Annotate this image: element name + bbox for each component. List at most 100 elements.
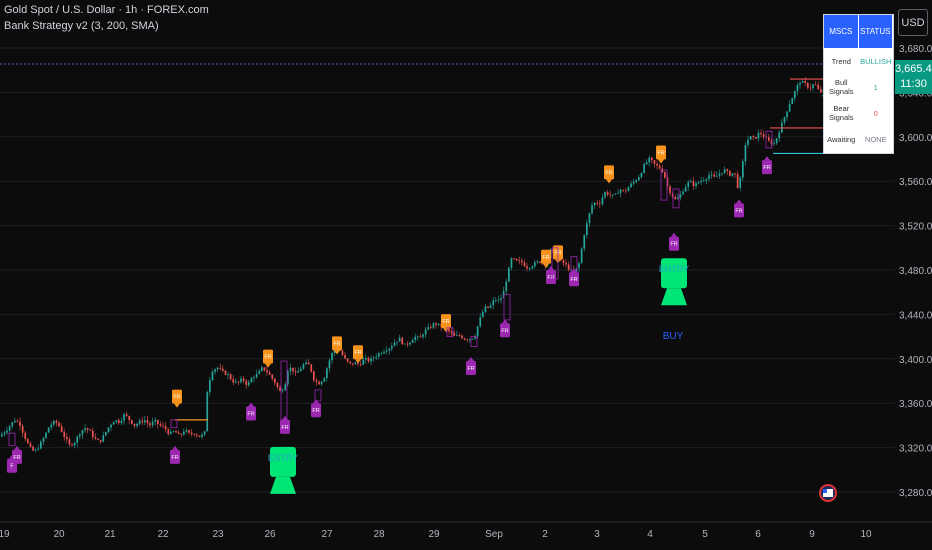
- bear-signal-marker[interactable]: FR: [604, 165, 614, 184]
- candle-body: [814, 84, 817, 86]
- indicator-title[interactable]: Bank Strategy v2 (3, 200, SMA): [4, 20, 159, 32]
- candle-body: [253, 377, 255, 379]
- candle-body: [692, 181, 695, 186]
- candle-body: [713, 174, 716, 177]
- bull-signal-marker[interactable]: FR: [466, 357, 476, 376]
- candle-body: [804, 81, 807, 83]
- bull-signal-marker[interactable]: FR: [569, 268, 579, 287]
- candle-body: [755, 136, 757, 139]
- candle-body: [744, 144, 747, 162]
- bull-signal-marker[interactable]: FR: [500, 319, 510, 338]
- candle-body: [66, 436, 68, 440]
- bear-signal-marker[interactable]: FR: [656, 145, 666, 164]
- candle-body: [799, 82, 801, 85]
- bear-signal-marker[interactable]: FR: [172, 389, 182, 408]
- bar-countdown: 11:30: [900, 78, 927, 90]
- candle-body: [190, 432, 193, 435]
- candle-body: [315, 380, 318, 382]
- signal-markers: FR FR FR FR FR FR FR FR FR F FR FR FR FR FR FR FR FR FR FR F…: [7, 130, 773, 494]
- candle-body: [242, 378, 245, 381]
- candle-body: [34, 449, 37, 451]
- candle-body: [622, 189, 625, 191]
- bull-signal-marker[interactable]: FR: [669, 232, 679, 251]
- candle-body: [40, 441, 42, 449]
- bear-signal-marker[interactable]: FR: [441, 314, 451, 333]
- marker-label: FR: [570, 277, 577, 283]
- candle-body: [645, 162, 648, 165]
- signal-box: [280, 360, 288, 421]
- candle-body: [591, 205, 593, 214]
- entry-marker[interactable]: ENTRY: [659, 258, 689, 306]
- candle-body: [157, 419, 159, 425]
- candle-body: [258, 370, 261, 374]
- candle-body: [120, 420, 123, 424]
- marker-label: FR: [354, 350, 361, 356]
- bull-signal-marker[interactable]: FR: [12, 445, 22, 464]
- candle-body: [261, 367, 263, 371]
- candle-body: [115, 420, 118, 423]
- bull-signal-marker[interactable]: FR: [734, 199, 744, 218]
- candle-body: [112, 422, 115, 425]
- bull-signal-marker[interactable]: FR: [280, 415, 290, 434]
- candle-body: [687, 182, 690, 188]
- bull-signal-marker[interactable]: FR: [246, 402, 256, 421]
- x-tick-label: 22: [157, 529, 169, 540]
- candle-body: [380, 353, 383, 355]
- candle-body: [531, 266, 534, 269]
- candle-body: [609, 194, 612, 196]
- y-tick-label: 3,280.00: [899, 488, 932, 499]
- bull-signal-marker[interactable]: FR: [311, 399, 321, 418]
- candle-body: [53, 421, 55, 425]
- candle-body: [375, 356, 378, 358]
- bear-signal-marker[interactable]: FR: [541, 249, 551, 268]
- candle-body: [734, 173, 736, 175]
- candle-body: [99, 439, 102, 442]
- signal-box: [551, 247, 559, 280]
- flag-icon[interactable]: [819, 484, 837, 502]
- entry-marker[interactable]: ENTRY: [268, 446, 298, 494]
- candle-body: [320, 381, 323, 385]
- candle-body: [287, 371, 289, 385]
- candle-body: [539, 261, 541, 263]
- candle-body: [55, 421, 58, 423]
- candle-body: [284, 384, 287, 391]
- candle-body: [682, 191, 684, 195]
- candle-body: [697, 182, 700, 184]
- bear-signal-marker[interactable]: FR: [332, 336, 342, 355]
- candle-body: [92, 430, 94, 438]
- candle-body: [427, 327, 430, 330]
- candle-body: [370, 358, 372, 362]
- price-axis[interactable]: 3,680.003,640.003,600.003,560.003,520.00…: [899, 44, 932, 499]
- candle-body: [63, 432, 66, 437]
- candle-body: [341, 350, 344, 356]
- candle-body: [164, 426, 167, 430]
- candle-body: [500, 298, 502, 300]
- bear-signal-marker[interactable]: FR: [353, 345, 363, 364]
- y-tick-label: 3,440.00: [899, 310, 932, 321]
- time-axis[interactable]: 19 20 21 22 23 26 27 28 29 Sep 2 3 4 5 6 9 10: [0, 521, 932, 540]
- symbol-title[interactable]: Gold Spot / U.S. Dollar · 1h · FOREX.com: [4, 4, 209, 16]
- entry-label: ENTRY: [268, 453, 298, 463]
- bear-signal-marker[interactable]: FR: [263, 349, 273, 368]
- candle-body: [362, 359, 365, 365]
- candle-body: [201, 434, 203, 437]
- bull-signal-marker[interactable]: FR: [546, 266, 556, 284]
- candle-body: [151, 421, 154, 426]
- candle-body: [3, 432, 6, 435]
- candle-body: [757, 132, 760, 139]
- bull-signal-marker[interactable]: FR: [170, 445, 180, 464]
- candle-body: [102, 435, 105, 442]
- candle-body: [791, 98, 794, 105]
- marker-label: FR: [333, 341, 340, 347]
- candle-body: [705, 178, 708, 181]
- candle-body: [474, 336, 476, 339]
- marker-label: FR: [264, 355, 271, 361]
- candle-body: [786, 111, 788, 118]
- candle-body: [294, 371, 297, 373]
- candle-body: [300, 368, 302, 372]
- currency-button[interactable]: USD: [898, 9, 928, 36]
- bull-signal-marker[interactable]: FR: [762, 156, 772, 175]
- header-status: STATUS: [858, 15, 893, 48]
- candle-body: [198, 435, 201, 437]
